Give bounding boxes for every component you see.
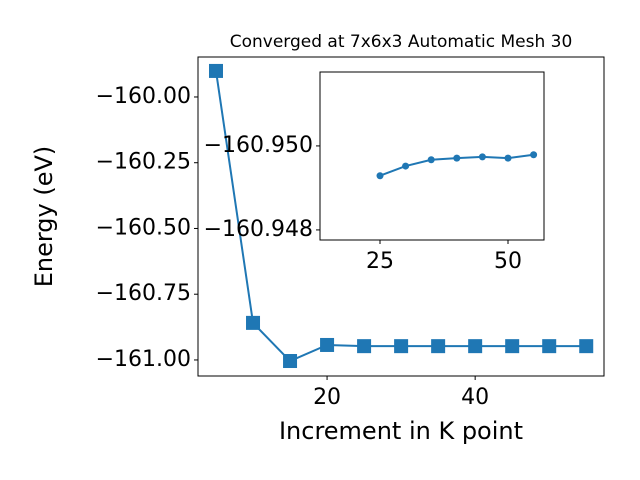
marker [427, 156, 435, 164]
marker [283, 354, 298, 369]
x-tick-label: 25 [366, 249, 394, 274]
y-tick-label: −160.948 [204, 217, 313, 242]
y-tick-label: −160.950 [204, 133, 313, 158]
marker [394, 339, 409, 354]
y-axis-label: Energy (eV) [30, 146, 58, 288]
marker [504, 154, 512, 162]
x-tick-label: 20 [313, 385, 341, 410]
plot-area [208, 63, 594, 369]
y-tick-label: −160.00 [96, 84, 191, 109]
x-tick-label: 40 [461, 385, 489, 410]
marker [542, 339, 557, 354]
marker [357, 339, 372, 354]
marker [453, 154, 461, 162]
y-tick-label: −161.00 [96, 347, 191, 372]
marker [246, 315, 261, 330]
marker [579, 339, 594, 354]
chart-title: Converged at 7x6x3 Automatic Mesh 30 [230, 32, 573, 52]
marker [431, 339, 446, 354]
marker [505, 339, 520, 354]
marker [468, 339, 483, 354]
marker [530, 151, 538, 159]
x-axis-label: Increment in K point [279, 417, 523, 445]
axes-frame [197, 56, 605, 377]
plot-area [376, 151, 538, 180]
marker [208, 63, 223, 78]
y-tick-label: −160.50 [96, 215, 191, 240]
marker [320, 337, 335, 352]
y-tick-label: −160.75 [96, 281, 191, 306]
axes-frame [319, 71, 545, 241]
marker [402, 162, 410, 170]
x-tick-label: 50 [494, 249, 522, 274]
marker [376, 172, 384, 180]
y-tick-label: −160.25 [96, 150, 191, 175]
marker [478, 153, 486, 161]
